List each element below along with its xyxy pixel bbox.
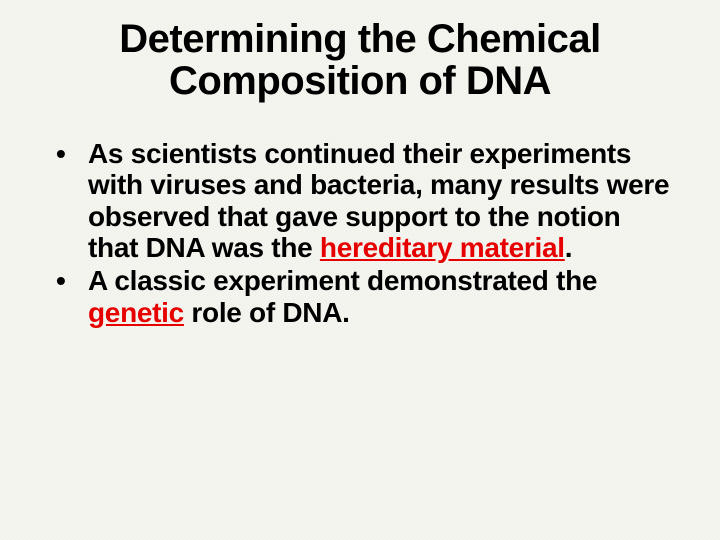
highlight-text: genetic	[88, 297, 184, 328]
slide-title: Determining the Chemical Composition of …	[50, 18, 670, 102]
bullet-list: As scientists continued their experiment…	[50, 138, 670, 328]
body-text: A classic experiment demonstrated the	[88, 265, 597, 296]
body-text: role of DNA.	[184, 297, 350, 328]
title-line-1: Determining the Chemical	[119, 17, 600, 61]
bullet-item: As scientists continued their experiment…	[88, 138, 670, 263]
bullet-item: A classic experiment demonstrated the ge…	[88, 265, 670, 328]
title-line-2: Composition of DNA	[169, 59, 551, 103]
highlight-text: hereditary material	[320, 232, 565, 263]
slide: Determining the Chemical Composition of …	[0, 0, 720, 540]
body-text: .	[565, 232, 572, 263]
